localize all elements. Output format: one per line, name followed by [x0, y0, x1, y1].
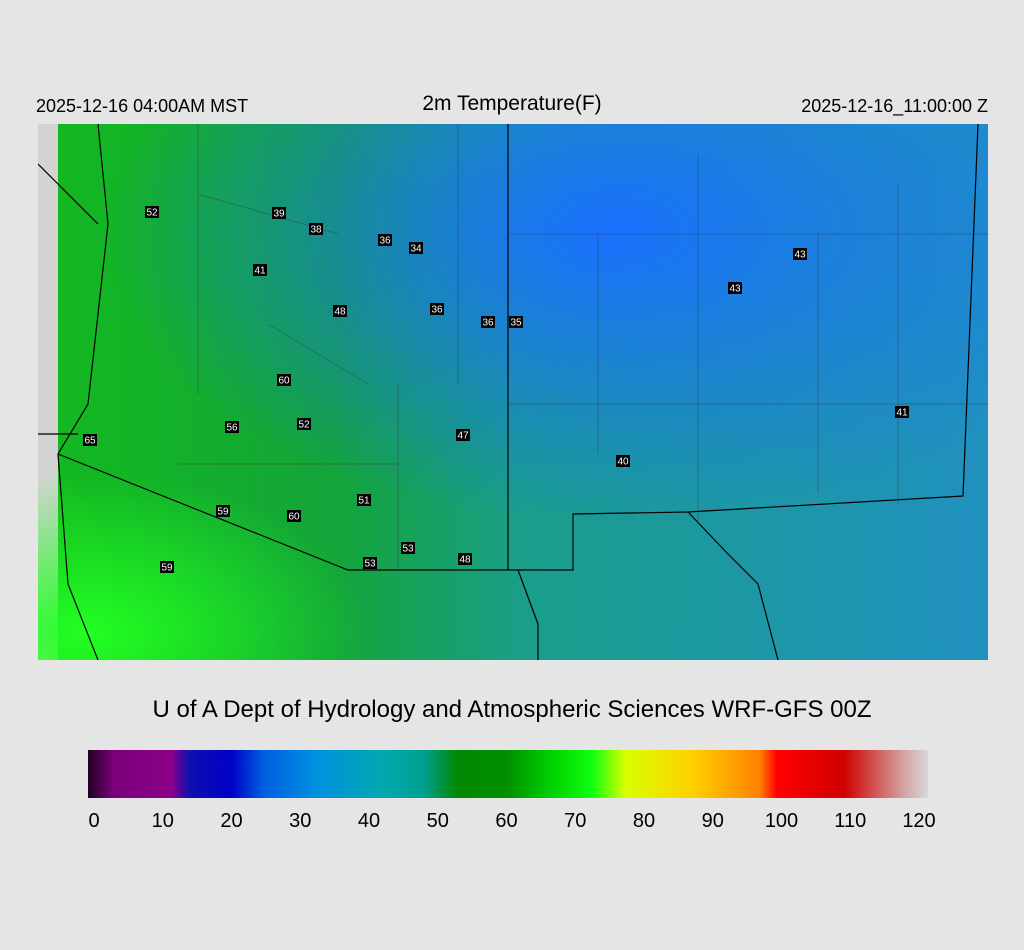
station-label-bg [277, 374, 291, 386]
station-label-bg [458, 553, 472, 565]
station-temp: 52 [146, 208, 158, 219]
station-temp: 59 [161, 563, 173, 574]
station-temp: 43 [729, 284, 741, 295]
colorbar-tick-label: 30 [289, 810, 312, 832]
station-label-bg [616, 455, 630, 467]
station-temp: 60 [278, 376, 290, 387]
colorbar-tick-label: 110 [834, 810, 867, 832]
station-label-bg [509, 316, 523, 328]
colorbar-tick-label: 60 [495, 810, 518, 832]
station-temp: 36 [482, 318, 494, 329]
station-label-bg [895, 406, 909, 418]
colorbar-tick-label: 90 [701, 810, 724, 832]
station-temp: 41 [254, 266, 266, 277]
colorbar-tick-label: 20 [220, 810, 243, 832]
station-temp: 43 [794, 250, 806, 261]
station-label-bg [309, 223, 323, 235]
station-label-bg [216, 505, 230, 517]
station-label-bg [225, 421, 239, 433]
station-temp: 41 [896, 408, 908, 419]
station-temp: 39 [273, 209, 285, 220]
colorbar-tick-label: 120 [902, 810, 936, 832]
warm-region [38, 124, 988, 660]
station-label-bg [297, 418, 311, 430]
station-label-bg [409, 242, 423, 254]
station-temp: 53 [364, 559, 376, 570]
station-label-bg [83, 434, 97, 446]
station-temp: 48 [459, 555, 471, 566]
temperature-map: 52 39 38 36 34 41 48 36 36 35 43 43 60 56 52 47 65 41 40 51… [38, 124, 988, 660]
colorbar-tick-label: 10 [151, 810, 174, 832]
colorbar-tick-label: 70 [564, 810, 587, 832]
station-temp: 51 [358, 496, 370, 507]
station-temp: 59 [217, 507, 229, 518]
colorbar-tick-label: 0 [88, 810, 100, 832]
station-temp: 36 [379, 236, 391, 247]
station-temp: 36 [431, 305, 443, 316]
station-label-bg [272, 207, 286, 219]
colorbar-tick-label: 40 [357, 810, 381, 832]
station-label-bg [287, 510, 301, 522]
station-temp: 34 [410, 244, 422, 255]
station-temp: 35 [510, 318, 522, 329]
station-temp: 53 [402, 544, 414, 555]
station-temp: 60 [288, 512, 300, 523]
station-label-bg [333, 305, 347, 317]
station-label-bg [728, 282, 742, 294]
valid-time-local: 2025-12-16 04:00AM MST [36, 96, 249, 116]
valid-time-utc: 2025-12-16_11:00:00 Z [801, 96, 988, 116]
station-label-bg [160, 561, 174, 573]
borders [38, 124, 979, 660]
station-label-bg [430, 303, 444, 315]
stations: 52 39 38 36 34 41 48 36 36 35 43 43 60 56 52 47 65 41 40 51… [83, 206, 909, 574]
station-temp: 65 [84, 436, 96, 447]
station-temp: 56 [226, 423, 238, 434]
station-label-bg [363, 557, 377, 569]
station-label-bg [378, 234, 392, 246]
station-label-bg [793, 248, 807, 260]
station-label-bg [253, 264, 267, 276]
station-label-bg [481, 316, 495, 328]
station-temp: 47 [457, 431, 469, 442]
station-temp: 48 [334, 307, 346, 318]
footer-credit: U of A Dept of Hydrology and Atmospheric… [152, 696, 872, 723]
station-label-bg [357, 494, 371, 506]
station-temp: 38 [310, 225, 322, 236]
station-label-bg [401, 542, 415, 554]
colorbar-tick-label: 50 [426, 810, 449, 832]
county-lines [178, 124, 988, 570]
station-temp: 40 [617, 457, 629, 468]
colorbar-tick-label: 100 [764, 810, 799, 832]
map-title: 2m Temperature(F) [422, 92, 602, 115]
colorbar [88, 750, 928, 798]
station-temp: 52 [298, 420, 310, 431]
station-label-bg [145, 206, 159, 218]
station-label-bg [456, 429, 470, 441]
colorbar-tick-label: 80 [632, 810, 656, 832]
